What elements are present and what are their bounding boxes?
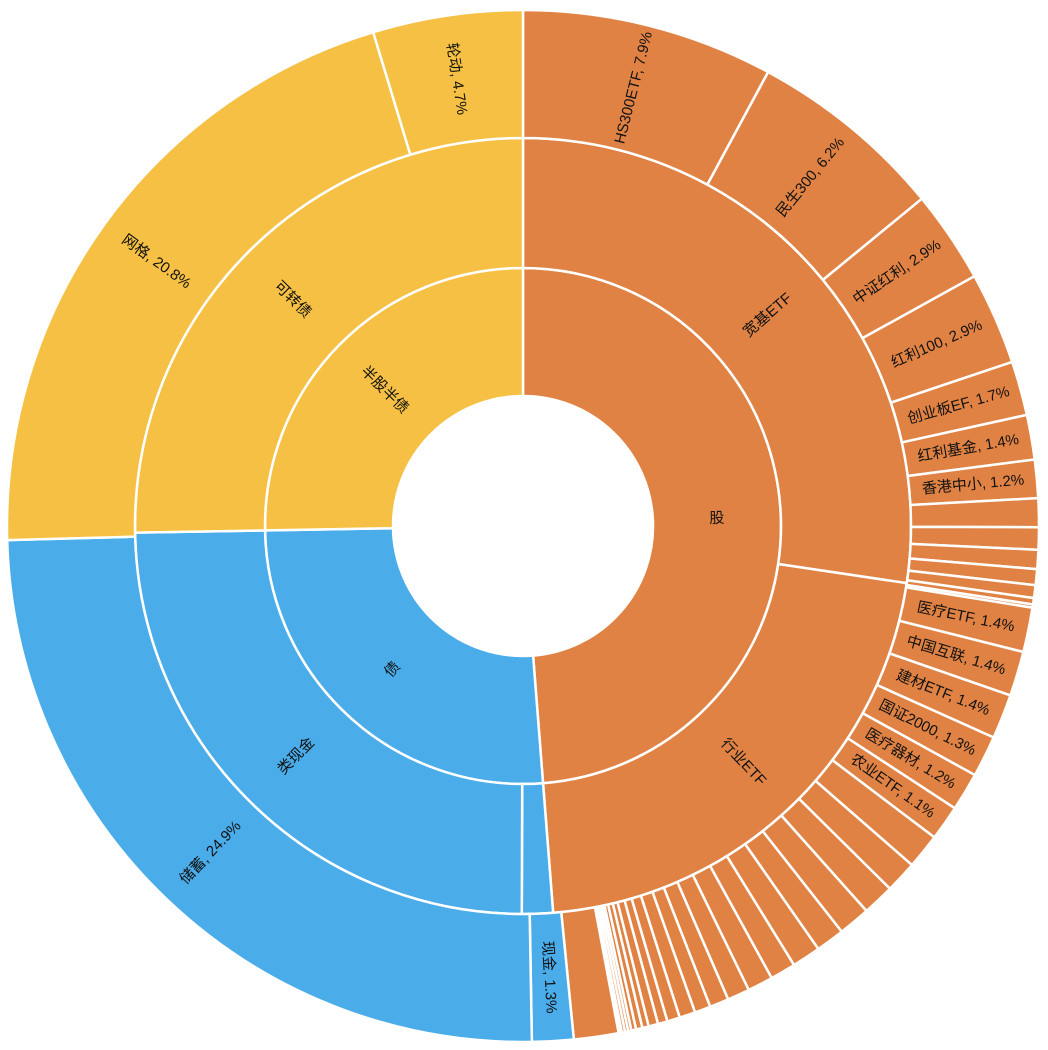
- outer-label-45: 现金, 1.3%: [539, 941, 560, 1014]
- outer-segment-46: [5, 535, 534, 1044]
- outer-ring: [5, 8, 1041, 1044]
- outer-segment-48: [371, 8, 525, 157]
- inner-label-1: 股: [709, 510, 725, 528]
- outer-segment-47: [5, 30, 412, 542]
- middle-ring: [133, 136, 913, 916]
- inner-ring: [263, 266, 783, 786]
